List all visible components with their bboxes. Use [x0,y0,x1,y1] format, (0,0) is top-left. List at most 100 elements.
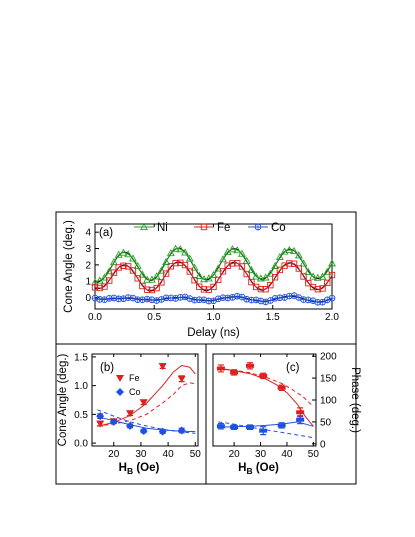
series-co-point-cross [239,294,245,300]
panel-c-ytick-label: 200 [320,352,337,363]
panel-b-series-fe-point [177,375,186,383]
panel-a-xtick-label: 2.0 [325,312,339,323]
panel-c-series-co-point [296,417,305,422]
panel-a-label: (a) [99,227,113,239]
series-ni-point [313,273,322,281]
series-fe-point [290,260,298,267]
panel-b-xtick-label: 20 [108,449,120,460]
series-ni-point [181,248,190,256]
series-ni-point [271,261,280,269]
panel-b-series-co-point [158,427,167,436]
panel-c-series-fe-point [277,385,286,390]
series-ni-point [219,255,227,263]
panel-b-label: (b) [100,362,114,374]
panel-c-xtick-label: 50 [308,449,320,460]
legend-ni-marker [140,222,148,231]
series-fe-point [324,279,331,287]
panel-a-ytick-label: 3 [85,244,91,255]
panel-b-xtick-label: 30 [135,449,147,460]
series-ni-point [157,266,166,274]
series-ni-point [328,259,336,267]
series-fe-point [328,271,336,279]
series-fe-point [257,285,265,293]
panel-c-xtick-label: 30 [255,449,267,460]
series-co-point-cross [319,299,326,306]
panel-a-xlabel: Delay (ns) [187,327,240,339]
series-ni-point [209,270,218,279]
series-fe-point [243,270,250,278]
series-fe-point [252,283,260,291]
series-fe-point [286,260,293,267]
series-fe-point [172,259,179,267]
panel-c-series-fe-point [216,366,225,371]
panel-b-series-fe-point [126,410,135,418]
legend-b-fe-label: Fe [129,373,140,383]
series-ni-point [304,267,313,275]
series-fe-point [153,284,160,292]
series-ni-point [190,263,199,271]
panel-a-xtick-label: 1.5 [266,312,280,323]
series-ni-point [290,246,299,255]
series-fe-point [300,273,307,280]
panel-b-series-co-point [109,417,118,426]
series-ni-point [133,261,142,269]
panel-c-series-fe-point [259,373,268,378]
panel-c-ytick-label: 50 [320,417,332,428]
series-ni-point [152,272,161,280]
series-fe-point [238,263,246,270]
series-fe-point [186,268,193,275]
series-co-point-cross [329,295,335,302]
panel-b-xtick-label: 40 [163,449,175,460]
panel-c-series-co-dashed-fit [218,421,314,439]
panel-c-series-fe-point [296,410,305,415]
panel-b-ytick-label: 1.0 [74,381,88,392]
panel-c-ytick-label: 100 [320,396,337,407]
series-fe-point [177,259,184,267]
legend-fe-label: Fe [217,222,230,234]
panel-b-series-fe-point [158,363,167,371]
series-fe-point [96,284,103,292]
series-ni-point [195,271,204,279]
series-ni-point [294,251,303,259]
series-ni-point [214,264,223,272]
series-ni-point [242,256,251,264]
panel-a-ylabel: Cone Angle (deg.) [63,220,75,313]
panel-c-series-co-point [259,428,268,433]
series-ni-point [100,273,109,281]
series-fe-point [158,279,165,286]
panel-b-series-co-point [177,426,186,435]
series-fe-point [267,281,274,289]
series-ni-point [200,275,208,283]
series-ni-point [318,272,327,280]
panel-b-series-co-point [139,427,148,436]
panel-a-xtick-label: 0.5 [147,312,161,323]
panel-a-ytick-label: 2 [85,260,91,271]
series-ni-point [185,254,194,262]
panel-b-series-fe-dashed-fit [97,382,196,427]
panel-c-ytick-label: 0 [320,439,326,450]
series-ni-point [109,257,118,266]
series-fe-point [200,286,208,293]
series-fe-point [281,262,288,269]
series-fe-point [106,277,113,284]
series-ni-point [128,254,137,262]
series-fe-point [125,263,132,270]
panel-b: 20 30 40 50 0.0 0.5 1.0 1.5 HB (Oe) Cone Angle (d… [57,352,201,476]
series-ni-point [162,257,171,265]
series-ni-point [233,246,242,254]
panel-b-ylabel: Cone Angle (deg.) [57,353,69,446]
panel-a: 0.0 0.5 1.0 1.5 2.0 0 1 2 3 4 Delay (ns) Cone Angle… [63,220,339,339]
series-fe-point [210,283,217,291]
panel-b-plot-frame [91,353,199,447]
series-ni-point [309,272,318,280]
series-co-point-cross [291,292,297,299]
series-ni-point [176,245,185,253]
series-fe-point [191,277,198,284]
series-fe-point [219,268,227,275]
series-fe-point [91,284,99,291]
series-fe-point [305,280,312,287]
panel-c-xtick-label: 20 [229,449,241,460]
series-fe-point [276,266,284,274]
